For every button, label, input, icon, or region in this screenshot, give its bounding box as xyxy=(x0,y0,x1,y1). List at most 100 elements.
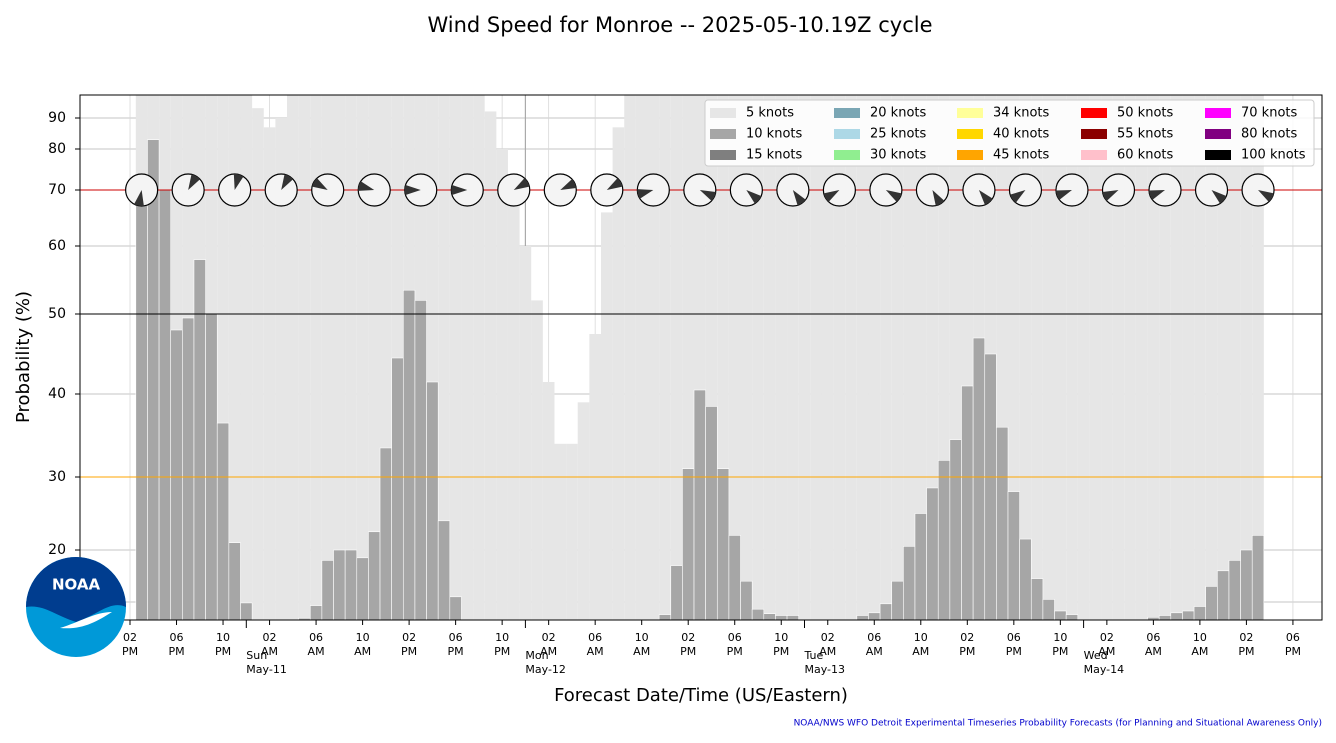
bar xyxy=(461,95,474,620)
marker-wedge xyxy=(1010,190,1026,203)
wind-direction-marker xyxy=(869,173,903,207)
legend-swatch xyxy=(710,129,736,139)
bar xyxy=(682,95,695,620)
chart-title: Wind Speed for Monroe -- 2025-05-10.19Z … xyxy=(427,13,932,37)
legend-label: 10 knots xyxy=(746,127,802,142)
x-tick-label: 10 AM xyxy=(912,631,930,658)
x-tick-label: 06 PM xyxy=(1284,631,1301,658)
x-tick-label: 02 PM xyxy=(1238,631,1255,658)
x-tick-label: 06 PM xyxy=(168,631,185,658)
bar xyxy=(740,95,753,620)
legend-swatch xyxy=(957,150,983,160)
bar xyxy=(914,513,927,620)
legend-swatch xyxy=(1205,129,1231,139)
y-tick-label: 60 xyxy=(48,238,66,254)
bar xyxy=(240,95,253,620)
legend-swatch xyxy=(710,150,736,160)
bar xyxy=(1158,615,1172,620)
bar xyxy=(356,557,369,620)
bar xyxy=(380,95,392,620)
x-tick-label: 06 AM xyxy=(586,631,604,658)
bar xyxy=(333,95,346,620)
bar xyxy=(1205,586,1218,620)
legend-swatch xyxy=(1205,150,1231,160)
bar xyxy=(891,95,904,620)
bar xyxy=(1170,612,1183,620)
legend-swatch xyxy=(834,108,860,118)
bar xyxy=(1182,95,1195,620)
bar xyxy=(833,95,846,620)
legend-swatch xyxy=(1081,150,1107,160)
legend-label: 80 knots xyxy=(1241,127,1297,142)
bar xyxy=(426,381,439,620)
bar xyxy=(1066,95,1078,620)
bar xyxy=(891,580,904,620)
y-tick-label: 70 xyxy=(48,182,66,198)
marker-wedge xyxy=(1258,190,1274,202)
marker-wedge xyxy=(699,190,716,201)
marker-wedge xyxy=(312,178,328,190)
marker-wedge xyxy=(637,189,654,199)
bar xyxy=(1019,538,1032,620)
bar xyxy=(1240,95,1253,620)
wind-direction-marker xyxy=(543,173,577,207)
marker-wedge xyxy=(1055,190,1072,200)
bar xyxy=(345,95,357,620)
bar xyxy=(147,139,160,620)
bar xyxy=(938,95,950,620)
bar xyxy=(321,560,334,620)
bar xyxy=(775,95,788,620)
bar xyxy=(496,149,508,620)
bar xyxy=(1077,95,1090,620)
bar xyxy=(263,127,276,620)
x-tick-label: 10 AM xyxy=(633,631,651,658)
bar xyxy=(996,426,1009,620)
bar xyxy=(449,95,462,620)
bar xyxy=(717,95,729,620)
bar xyxy=(1228,95,1241,620)
bar xyxy=(705,406,718,620)
bar xyxy=(484,111,497,620)
marker-wedge xyxy=(823,190,840,202)
marker-wedge xyxy=(134,190,144,206)
bar xyxy=(693,389,706,620)
bar xyxy=(321,95,334,620)
legend-label: 70 knots xyxy=(1241,106,1297,121)
marker-wedge xyxy=(451,185,468,195)
bar xyxy=(1019,95,1032,620)
bar xyxy=(670,565,683,620)
legend-label: 50 knots xyxy=(1117,106,1173,121)
bar xyxy=(879,603,893,620)
x-tick-label: 02 PM xyxy=(680,631,697,658)
bar xyxy=(600,212,613,620)
wind-direction-marker xyxy=(683,173,717,207)
x-tick-label: 10 PM xyxy=(214,631,232,658)
bar xyxy=(1101,95,1113,620)
marker-wedge xyxy=(932,190,945,206)
bar xyxy=(1205,95,1218,620)
wind-direction-marker xyxy=(497,173,531,207)
x-tick-label: 06 AM xyxy=(1144,631,1162,658)
bar xyxy=(170,329,183,620)
bar xyxy=(252,108,264,620)
bar xyxy=(507,201,520,620)
bar xyxy=(449,596,462,620)
bar xyxy=(868,612,881,620)
bar xyxy=(1251,535,1265,620)
bar xyxy=(972,337,986,620)
bar xyxy=(984,353,997,620)
bar xyxy=(217,95,229,620)
bar xyxy=(694,95,706,620)
legend-swatch xyxy=(1081,129,1107,139)
bar xyxy=(751,608,765,620)
wind-direction-marker xyxy=(357,173,391,207)
wind-direction-marker xyxy=(1194,173,1229,207)
bar xyxy=(438,95,450,620)
bar xyxy=(1054,610,1067,620)
bar xyxy=(1217,570,1230,620)
day-label: Tue May-13 xyxy=(804,649,846,676)
bar xyxy=(379,447,392,620)
noaa-logo: NOAA xyxy=(26,557,126,657)
bar xyxy=(1030,578,1044,620)
bar xyxy=(1042,95,1055,620)
